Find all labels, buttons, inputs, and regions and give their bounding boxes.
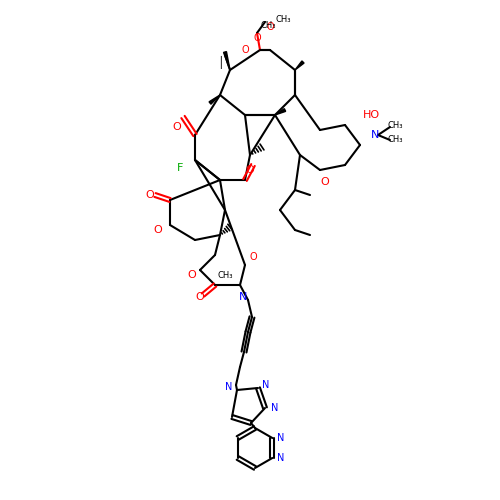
Text: O: O (241, 45, 249, 55)
Text: CH₃: CH₃ (217, 270, 233, 280)
Text: N: N (262, 380, 270, 390)
Text: N: N (276, 453, 284, 463)
Polygon shape (209, 95, 220, 104)
Text: CH₃: CH₃ (275, 16, 291, 24)
Text: O: O (196, 292, 204, 302)
Text: │: │ (216, 56, 224, 68)
Text: CH₃: CH₃ (387, 120, 403, 130)
Text: O: O (246, 165, 254, 175)
Text: N: N (371, 130, 379, 140)
Text: HO: HO (363, 110, 380, 120)
Text: O: O (266, 22, 274, 32)
Text: N: N (239, 292, 247, 302)
Polygon shape (295, 61, 304, 70)
Text: F: F (177, 163, 183, 173)
Text: N: N (226, 382, 232, 392)
Text: CH₃: CH₃ (387, 136, 403, 144)
Text: O: O (146, 190, 154, 200)
Text: O: O (320, 177, 330, 187)
Text: N: N (276, 433, 284, 443)
Text: CH₃: CH₃ (260, 20, 276, 30)
Text: O: O (188, 270, 196, 280)
Text: N: N (272, 403, 278, 413)
Text: O: O (253, 33, 261, 43)
Text: O: O (172, 122, 182, 132)
Text: O: O (154, 225, 162, 235)
Text: O: O (249, 252, 257, 262)
Polygon shape (224, 52, 230, 70)
Polygon shape (275, 108, 285, 115)
